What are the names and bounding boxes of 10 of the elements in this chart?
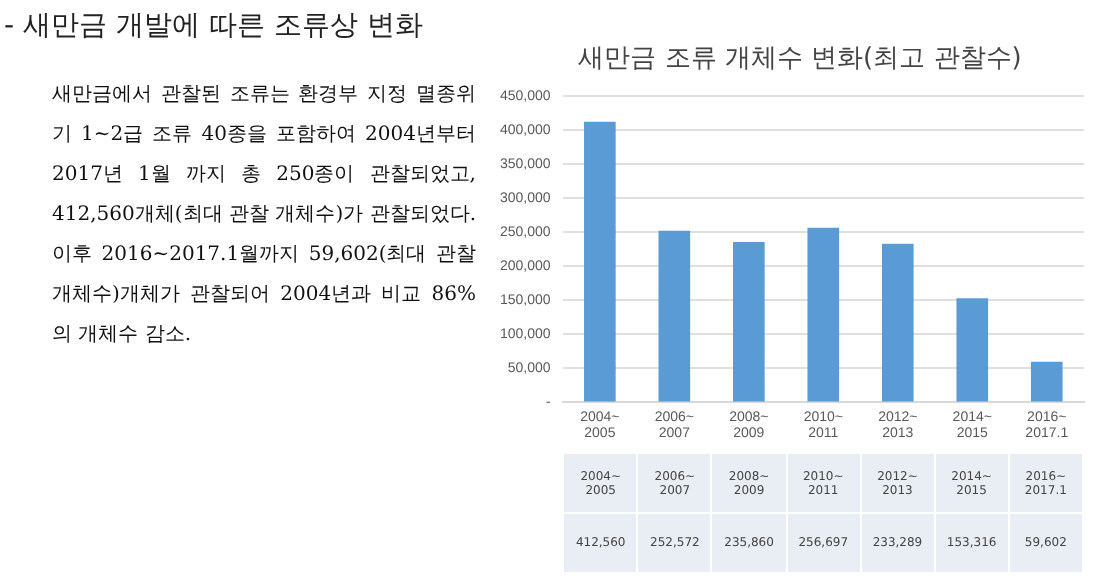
bar [956, 298, 989, 402]
bar [658, 230, 691, 402]
bar [732, 242, 765, 402]
bar [807, 227, 840, 402]
chart-title: 새만금 조류 개체수 변화(최고 관찰수) [576, 42, 1024, 76]
bar [1030, 361, 1063, 402]
bar [881, 243, 914, 402]
bar [584, 121, 616, 402]
text: - 새만금 개발에 따른 조류상 변화 [4, 8, 423, 44]
text: 새만금에서 관찰된 조류는 환경부 지정 멸종위기 1~2급 조류 40종을 포함하여 2004년부터 2017년 1월 까지 총 250종이 관찰되었고, 412,560개체(최대 관찰 개체수)가 관찰되었다. 이후 2016~2017.1월까지 59,602(최대 관찰 개체수)개체가 관찰되어 2004년과 비교 86%의 개체수 감소. [52, 82, 476, 350]
